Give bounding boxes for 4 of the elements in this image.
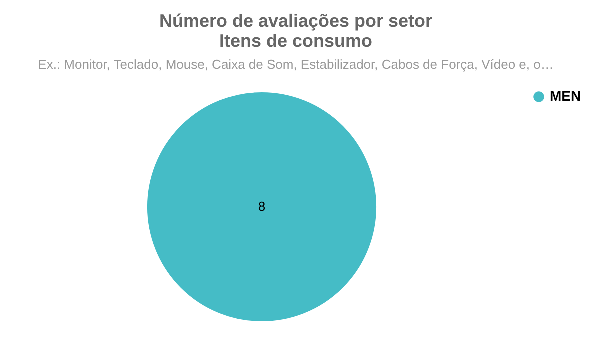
chart-subtitle: Ex.: Monitor, Teclado, Mouse, Caixa de Som, Estabilizador, Cabos de Força, Vídeo e, o… xyxy=(38,57,554,72)
chart-title: Número de avaliações por setor Itens de consumo xyxy=(159,11,433,51)
legend-label: MEN xyxy=(550,88,582,104)
data-label: 8 xyxy=(258,199,266,214)
